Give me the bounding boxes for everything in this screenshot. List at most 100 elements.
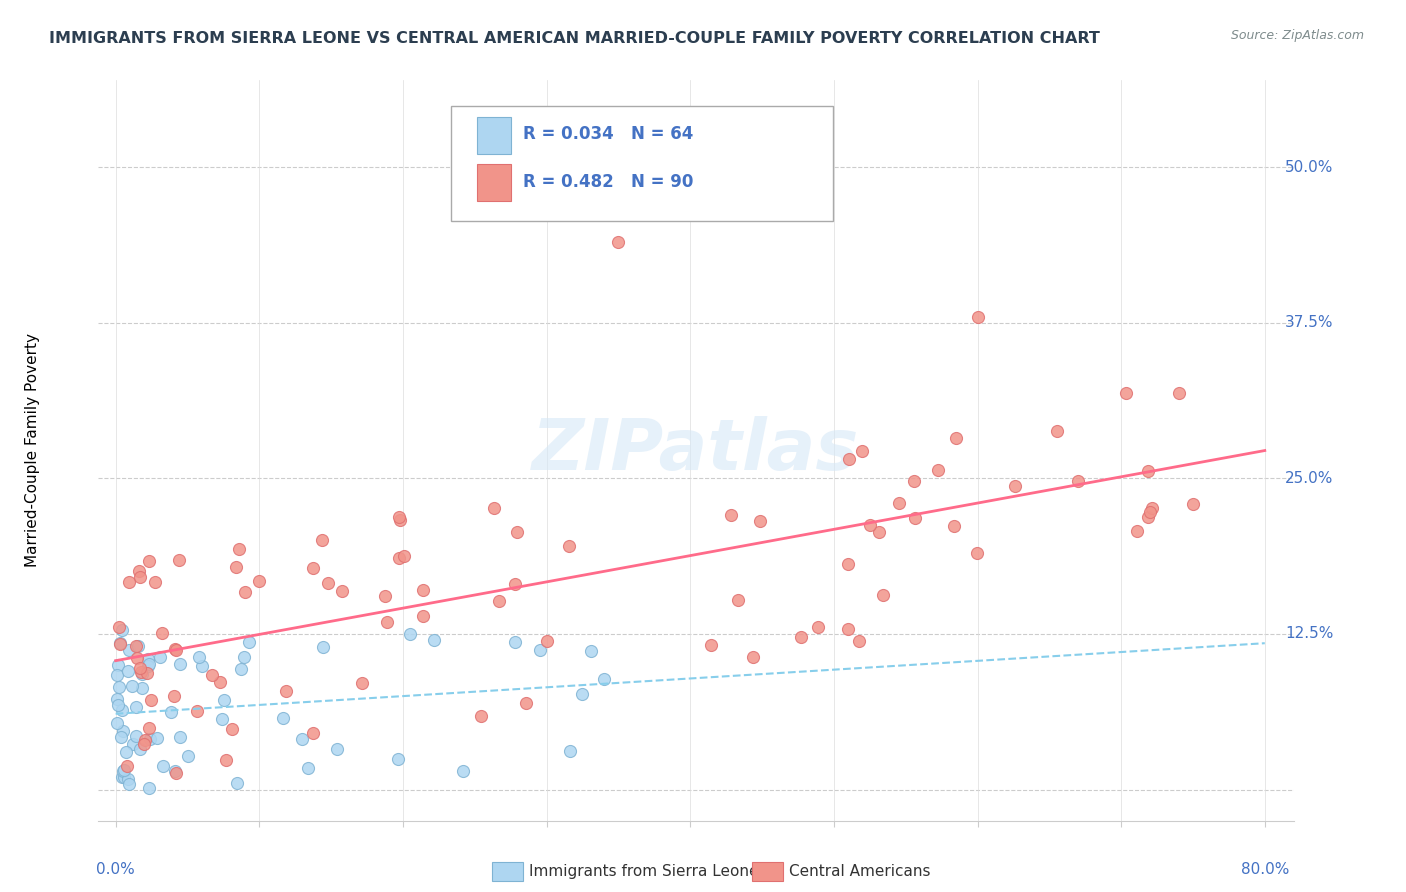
Point <box>291 732 314 747</box>
Point <box>111 770 134 784</box>
Point <box>111 702 134 716</box>
Text: IMMIGRANTS FROM SIERRA LEONE VS CENTRAL AMERICAN MARRIED-COUPLE FAMILY POVERTY C: IMMIGRANTS FROM SIERRA LEONE VS CENTRAL … <box>49 31 1099 46</box>
Point <box>115 745 138 759</box>
Point <box>136 659 159 673</box>
Point <box>169 657 191 671</box>
Point <box>927 463 949 477</box>
Point <box>149 649 172 664</box>
Point <box>125 729 148 743</box>
Point <box>301 726 323 740</box>
Point <box>212 693 235 707</box>
Point <box>152 759 174 773</box>
Point <box>375 615 398 629</box>
Text: 50.0%: 50.0% <box>1285 160 1333 175</box>
Point <box>111 764 134 778</box>
Point <box>1182 497 1205 511</box>
Point <box>110 730 132 744</box>
Point <box>129 661 152 675</box>
Point <box>422 632 444 647</box>
Point <box>105 716 128 731</box>
Point <box>312 640 335 654</box>
Point <box>297 761 319 775</box>
Point <box>529 643 551 657</box>
Point <box>138 657 160 672</box>
Point <box>399 627 422 641</box>
Point <box>330 583 353 598</box>
Point <box>274 684 297 698</box>
Point <box>394 549 416 564</box>
Point <box>247 574 270 588</box>
Point <box>129 741 152 756</box>
Point <box>231 662 253 676</box>
Point <box>105 691 128 706</box>
Point <box>470 709 492 723</box>
Point <box>482 500 505 515</box>
Point <box>163 642 186 657</box>
Point <box>412 582 434 597</box>
Text: 12.5%: 12.5% <box>1285 626 1333 641</box>
Point <box>128 565 150 579</box>
Point <box>238 635 260 649</box>
Point <box>143 575 166 590</box>
Point <box>138 731 160 746</box>
Point <box>851 443 873 458</box>
Point <box>111 623 134 637</box>
Point <box>134 733 156 747</box>
Text: R = 0.482   N = 90: R = 0.482 N = 90 <box>523 173 693 192</box>
Point <box>228 542 250 557</box>
Point <box>211 712 233 726</box>
Point <box>741 649 763 664</box>
Point <box>112 763 135 777</box>
Point <box>302 560 325 574</box>
Point <box>607 235 630 249</box>
Point <box>373 589 395 603</box>
Point <box>108 680 131 694</box>
Point <box>128 570 150 584</box>
FancyBboxPatch shape <box>477 164 510 201</box>
Point <box>859 517 882 532</box>
Point <box>163 764 186 778</box>
Point <box>138 780 160 795</box>
Point <box>167 552 190 566</box>
Point <box>720 508 742 522</box>
Point <box>232 649 254 664</box>
Point <box>536 634 558 648</box>
Point <box>848 634 870 648</box>
Point <box>132 738 155 752</box>
Point <box>127 651 149 665</box>
FancyBboxPatch shape <box>451 106 834 221</box>
Point <box>1137 510 1160 524</box>
Point <box>453 764 475 778</box>
Point <box>117 665 139 679</box>
Point <box>887 495 910 509</box>
Point <box>700 638 723 652</box>
Text: ZIPatlas: ZIPatlas <box>533 416 859 485</box>
Point <box>1125 524 1147 538</box>
Point <box>150 626 173 640</box>
Text: Immigrants from Sierra Leone: Immigrants from Sierra Leone <box>529 864 758 879</box>
Point <box>233 585 256 599</box>
Point <box>837 557 859 571</box>
Point <box>1139 505 1161 519</box>
Point <box>131 681 153 696</box>
Point <box>165 643 187 657</box>
Point <box>273 710 295 724</box>
Point <box>1004 479 1026 493</box>
Point <box>221 723 243 737</box>
Point <box>146 731 169 745</box>
Point <box>503 577 526 591</box>
Point <box>945 431 967 445</box>
Point <box>201 668 224 682</box>
Point <box>515 696 537 710</box>
Point <box>118 642 141 657</box>
Text: Central Americans: Central Americans <box>789 864 931 879</box>
Text: 37.5%: 37.5% <box>1285 316 1333 330</box>
Point <box>118 777 141 791</box>
Point <box>868 524 890 539</box>
Point <box>214 753 236 767</box>
Point <box>503 634 526 648</box>
Point <box>118 575 141 590</box>
Point <box>191 658 214 673</box>
Point <box>177 749 200 764</box>
Point <box>209 674 232 689</box>
